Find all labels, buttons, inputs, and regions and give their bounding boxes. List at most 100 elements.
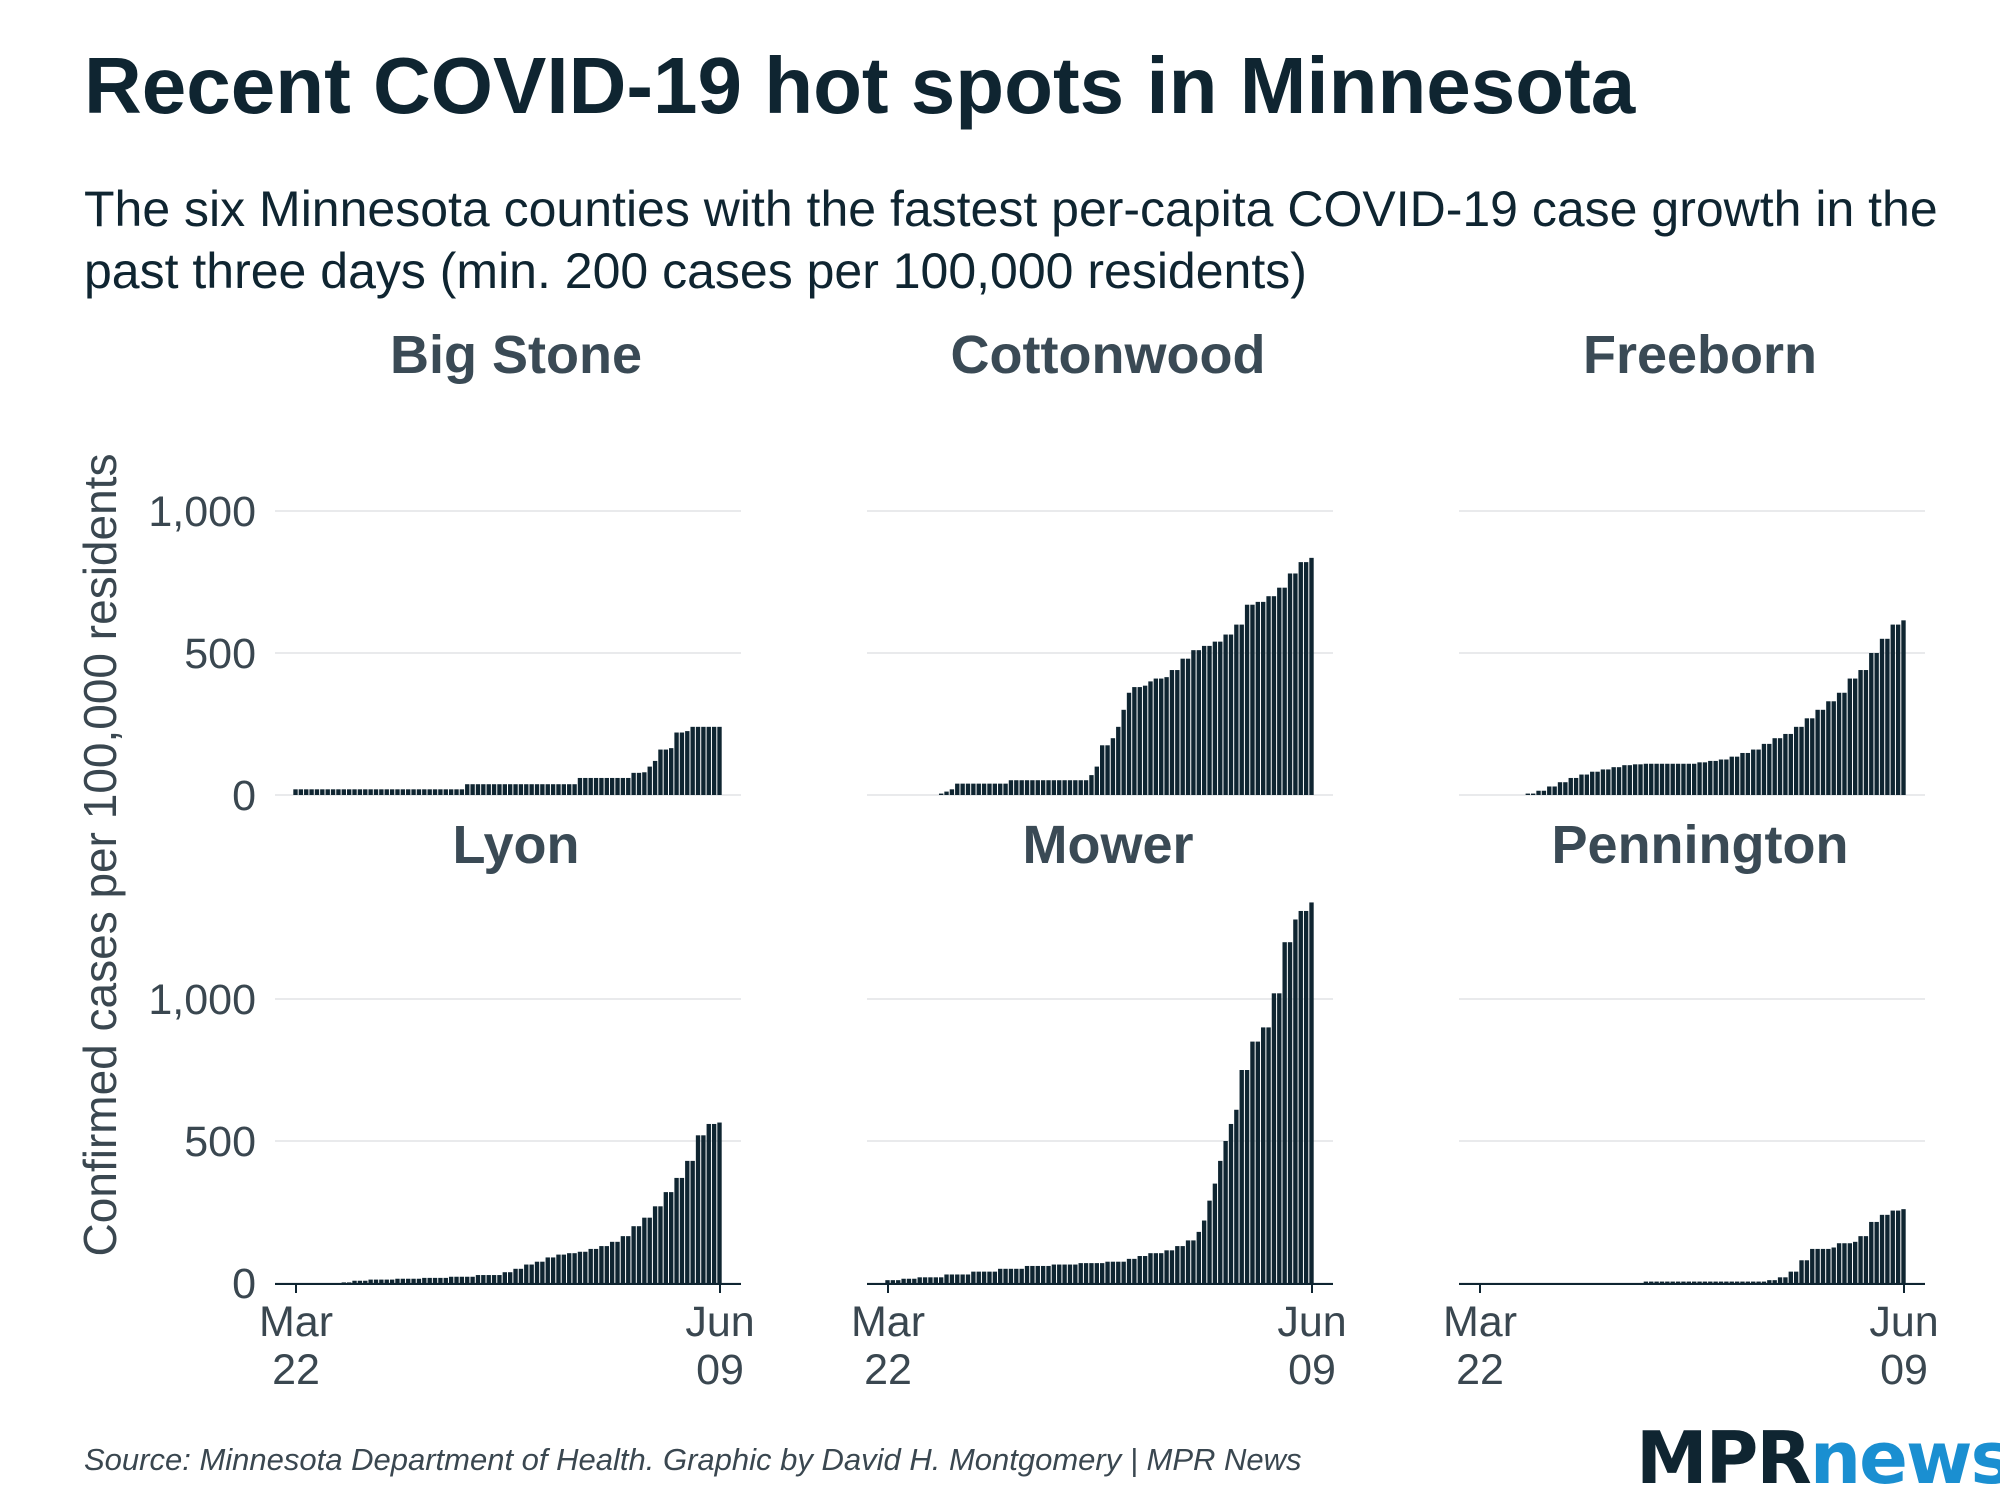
bar xyxy=(443,789,448,795)
bar xyxy=(556,784,561,795)
bar xyxy=(368,1279,373,1283)
bar xyxy=(1863,1236,1869,1283)
bar xyxy=(955,1274,960,1283)
bar xyxy=(363,1280,368,1283)
bar xyxy=(1196,1231,1201,1283)
bar xyxy=(1019,780,1024,795)
bar xyxy=(1062,1264,1067,1283)
bar xyxy=(1740,752,1745,795)
panel-title: Freeborn xyxy=(1583,325,1817,385)
bar xyxy=(652,760,658,795)
bar xyxy=(1121,1261,1126,1283)
bar xyxy=(567,784,572,795)
bar xyxy=(1255,601,1261,795)
chart-subtitle: The six Minnesota counties with the fast… xyxy=(84,181,1938,299)
x-tick-label: 09 xyxy=(1288,1346,1336,1394)
bar xyxy=(346,1282,352,1283)
bar xyxy=(1606,769,1611,795)
bar xyxy=(384,789,389,795)
bar xyxy=(1298,910,1303,1283)
bar xyxy=(411,1278,416,1283)
x-tick-label: Mar xyxy=(1443,1298,1517,1346)
bar xyxy=(545,784,550,795)
bar xyxy=(1836,692,1842,795)
bar xyxy=(1105,1261,1110,1283)
bar xyxy=(642,1217,647,1283)
bar xyxy=(1212,641,1218,795)
bar xyxy=(486,1275,491,1283)
bar xyxy=(1309,902,1314,1283)
bar xyxy=(1638,764,1643,795)
bar xyxy=(406,789,411,795)
bar xyxy=(998,1268,1003,1283)
bar xyxy=(1820,1248,1826,1283)
bar xyxy=(1734,1281,1740,1283)
bar xyxy=(1207,1200,1212,1283)
bar xyxy=(341,789,346,795)
bar xyxy=(620,1236,626,1283)
bar xyxy=(550,784,556,795)
y-tick-label: 1,000 xyxy=(148,488,256,536)
bar xyxy=(1858,670,1863,795)
bar xyxy=(1745,752,1751,795)
panel-title: Big Stone xyxy=(390,325,642,385)
bar xyxy=(1547,786,1552,795)
bar xyxy=(1185,1240,1191,1283)
bar xyxy=(896,1280,901,1283)
bar xyxy=(427,1277,432,1283)
bar xyxy=(1228,634,1234,795)
bar xyxy=(1271,596,1277,795)
bar xyxy=(663,749,669,795)
bar xyxy=(701,726,706,795)
bar xyxy=(567,1253,572,1283)
bar xyxy=(583,1251,588,1283)
x-tick-label: Jun xyxy=(1277,1298,1346,1346)
bar xyxy=(330,789,336,795)
bar xyxy=(1223,1141,1228,1283)
bar xyxy=(346,789,352,795)
x-tick-label: Jun xyxy=(1869,1298,1938,1346)
bar xyxy=(556,1254,561,1283)
bar xyxy=(1622,765,1627,795)
bar xyxy=(534,784,540,795)
bar xyxy=(631,1226,636,1283)
bar xyxy=(1686,1281,1691,1283)
bar xyxy=(389,1279,395,1283)
bar xyxy=(427,789,432,795)
bar xyxy=(1708,1281,1713,1283)
bar xyxy=(1137,1256,1142,1283)
x-tick-label: 22 xyxy=(864,1346,912,1394)
bar xyxy=(529,784,534,795)
bar xyxy=(1632,764,1638,795)
bar xyxy=(357,789,363,795)
bar xyxy=(577,1251,583,1283)
bar xyxy=(1847,678,1853,795)
bar xyxy=(593,1248,599,1283)
bar xyxy=(690,1160,695,1283)
bar xyxy=(1675,763,1681,795)
bar xyxy=(1148,681,1153,795)
bar xyxy=(1665,1281,1670,1283)
bar xyxy=(1879,638,1885,795)
bar xyxy=(1804,718,1810,795)
bar xyxy=(1702,762,1708,795)
bar xyxy=(1885,638,1890,795)
bar xyxy=(1035,1265,1040,1283)
bar xyxy=(422,789,427,795)
bar xyxy=(1293,919,1298,1283)
bar xyxy=(1863,670,1869,795)
bar xyxy=(998,783,1003,795)
bar xyxy=(1051,780,1057,795)
bar xyxy=(1799,726,1804,795)
bar xyxy=(1772,1280,1777,1283)
bar xyxy=(1089,1263,1094,1283)
bar xyxy=(1035,780,1040,795)
bar xyxy=(949,789,955,795)
bar xyxy=(1282,587,1287,795)
bar xyxy=(524,1264,529,1283)
bar xyxy=(669,748,674,795)
bar xyxy=(1692,1281,1697,1283)
bar xyxy=(1734,756,1740,795)
bar xyxy=(470,784,475,795)
bar xyxy=(1019,1268,1024,1283)
